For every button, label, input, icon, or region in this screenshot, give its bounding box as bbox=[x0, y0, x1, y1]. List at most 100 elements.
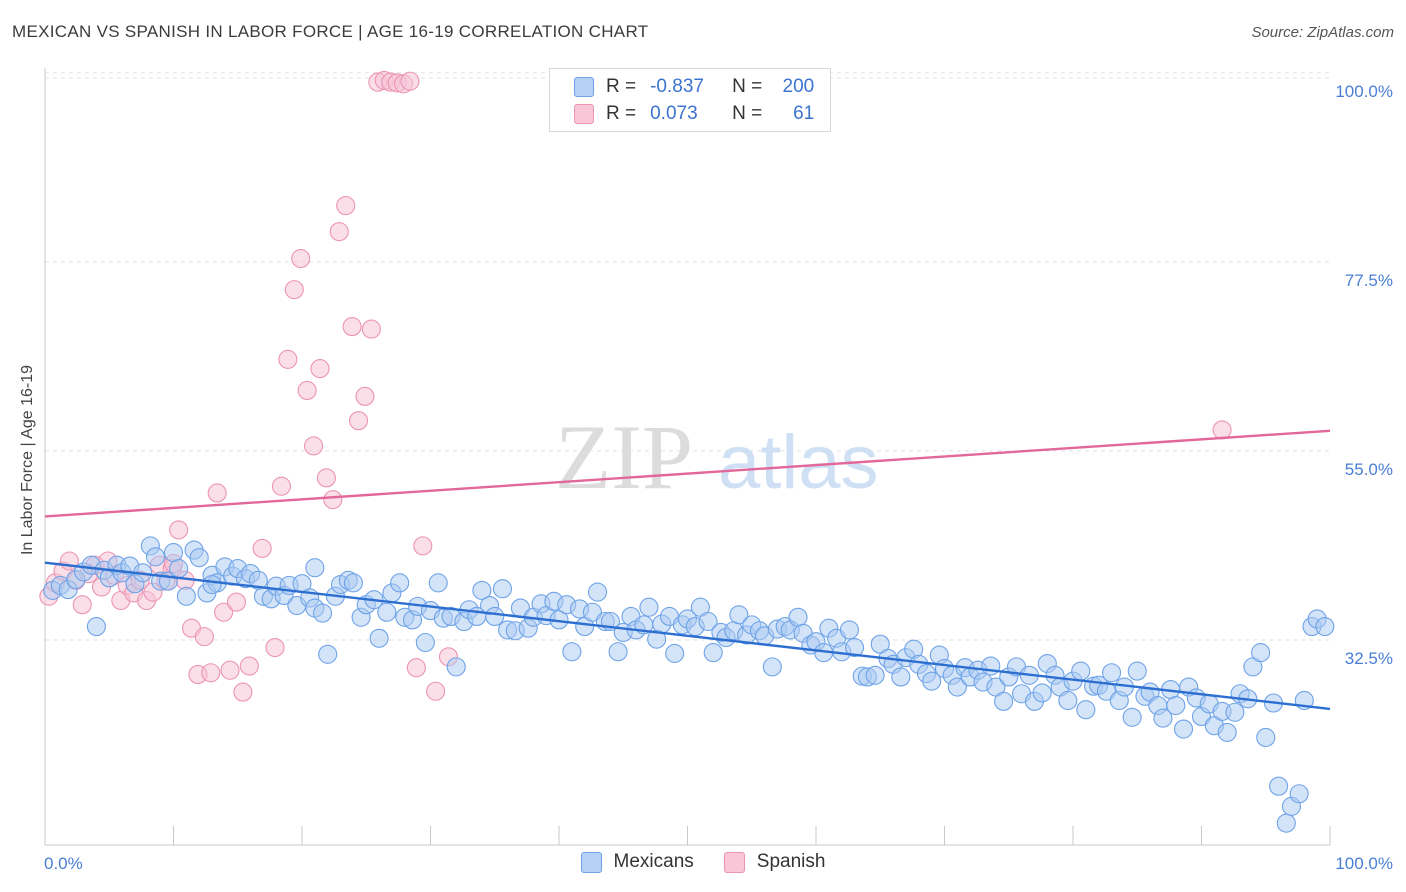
axes bbox=[44, 68, 1331, 846]
mexican-point bbox=[472, 580, 492, 600]
gridlines bbox=[45, 72, 1330, 641]
legend-r-value: 0.073 bbox=[650, 103, 698, 124]
legend-item-spanish: Spanish bbox=[723, 851, 826, 873]
mexican-point bbox=[788, 607, 808, 627]
mexican-point bbox=[922, 671, 942, 691]
mexican-point bbox=[1289, 784, 1309, 804]
legend-r-value: -0.837 bbox=[650, 76, 704, 97]
y-tick-label: 100.0% bbox=[1335, 82, 1393, 101]
tick-labels: 32.5% 55.0% 77.5% 100.0% 0.0% 100.0% bbox=[44, 82, 1393, 873]
spanish-point bbox=[348, 411, 369, 431]
spanish-point bbox=[239, 656, 259, 676]
mexican-point bbox=[176, 586, 196, 606]
spanish-point bbox=[413, 536, 433, 556]
legend-r-label: R = bbox=[606, 103, 637, 124]
x-tick-label: 0.0% bbox=[44, 854, 83, 873]
mexican-point bbox=[1173, 719, 1194, 739]
legend-swatch-mexicans bbox=[574, 77, 594, 97]
mexican-point bbox=[639, 597, 659, 617]
mexican-point bbox=[1058, 690, 1078, 711]
mexican-point bbox=[1076, 700, 1096, 720]
mexican-point bbox=[163, 543, 184, 563]
spanish-point bbox=[406, 658, 426, 678]
spanish-point bbox=[226, 592, 247, 612]
mexican-point bbox=[318, 644, 338, 664]
mexican-point bbox=[145, 547, 166, 567]
watermark-zip: ZIP bbox=[555, 406, 693, 508]
spanish-trend-line bbox=[44, 429, 1331, 518]
y-tick-label: 77.5% bbox=[1345, 271, 1393, 290]
legend-swatch-spanish bbox=[723, 851, 745, 873]
mexican-point bbox=[839, 620, 859, 640]
mexican-point bbox=[313, 603, 333, 623]
spanish-point bbox=[233, 682, 253, 702]
legend-swatch-spanish bbox=[574, 104, 594, 124]
chart-title: MEXICAN VS SPANISH IN LABOR FORCE | AGE … bbox=[12, 22, 649, 41]
spanish-point bbox=[361, 319, 381, 339]
spanish-point bbox=[72, 595, 92, 615]
legend-n-value: 61 bbox=[793, 103, 815, 124]
mexican-point bbox=[865, 665, 885, 685]
mexican-point bbox=[582, 602, 602, 622]
mexican-point bbox=[1032, 683, 1052, 703]
spanish-point bbox=[310, 359, 330, 379]
mexican-point bbox=[1166, 695, 1186, 716]
mexican-point bbox=[377, 602, 397, 622]
mexican-point bbox=[1225, 702, 1245, 722]
mexican-point bbox=[415, 632, 435, 653]
spanish-point bbox=[304, 436, 324, 456]
spanish-point bbox=[329, 222, 349, 242]
mexican-point bbox=[762, 657, 782, 677]
legend-label-spanish: Spanish bbox=[756, 851, 826, 872]
y-tick-label: 32.5% bbox=[1345, 649, 1393, 668]
mexican-point bbox=[729, 605, 749, 625]
spanish-point bbox=[201, 663, 221, 683]
spanish-point bbox=[1212, 420, 1232, 440]
spanish-point bbox=[316, 468, 336, 488]
mexican-point bbox=[1269, 776, 1289, 796]
legend-r-label: R = bbox=[606, 76, 637, 97]
mexican-point bbox=[485, 606, 505, 627]
correlation-legend: R = -0.837 N = 200 R = 0.073 N = 61 bbox=[549, 68, 831, 132]
spanish-point bbox=[265, 637, 285, 658]
mexican-point bbox=[703, 643, 723, 663]
spanish-point bbox=[194, 627, 214, 647]
mexican-point bbox=[1256, 727, 1276, 748]
mexican-point bbox=[428, 573, 448, 593]
trend-lines bbox=[44, 429, 1331, 711]
spanish-point bbox=[400, 71, 420, 91]
spanish-point bbox=[342, 317, 362, 337]
mexican-point bbox=[492, 579, 513, 599]
mexican-point bbox=[1122, 707, 1142, 727]
mexican-point bbox=[994, 691, 1014, 711]
legend-item-mexicans: Mexicans bbox=[580, 851, 694, 873]
legend-row-spanish: R = 0.073 N = 61 bbox=[550, 101, 814, 127]
mexican-point bbox=[665, 643, 685, 663]
mexican-point bbox=[1153, 708, 1173, 728]
spanish-point bbox=[291, 248, 311, 269]
spanish-point bbox=[278, 349, 298, 369]
mexican-trend-line bbox=[44, 561, 1331, 711]
spanish-point bbox=[355, 386, 375, 406]
mexican-point bbox=[562, 642, 582, 662]
legend-n-value: 200 bbox=[782, 76, 815, 97]
legend-row-mexicans: R = -0.837 N = 200 bbox=[550, 74, 814, 100]
spanish-point bbox=[252, 538, 272, 558]
legend-swatch-mexicans bbox=[580, 851, 602, 873]
spanish-point bbox=[271, 476, 291, 496]
mexican-point bbox=[608, 642, 628, 662]
mexican-point bbox=[390, 573, 410, 593]
spanish-point bbox=[297, 380, 317, 400]
mexican-point bbox=[343, 573, 363, 593]
spanish-point bbox=[207, 483, 227, 503]
mexican-point bbox=[1251, 643, 1271, 663]
mexican-point bbox=[446, 657, 466, 677]
spanish-point bbox=[284, 280, 304, 300]
spanish-point bbox=[426, 681, 446, 701]
mexican-point bbox=[1217, 722, 1237, 742]
spanish-point bbox=[323, 490, 343, 510]
mexican-point bbox=[1315, 616, 1335, 637]
mexican-point bbox=[169, 559, 189, 579]
mexican-point bbox=[1276, 813, 1296, 833]
